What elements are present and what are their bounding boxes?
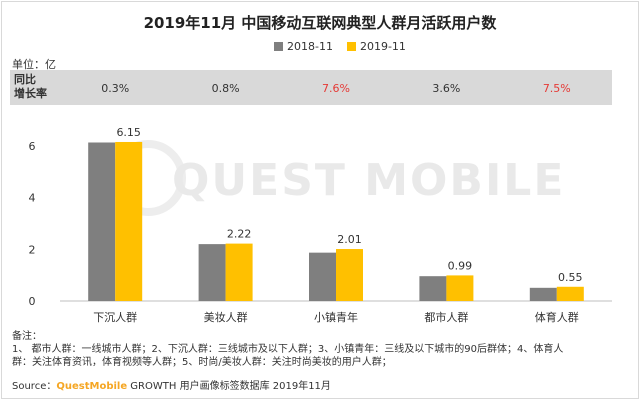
growth-rate-value: 7.6% [322, 82, 350, 95]
category-label: 体育人群 [535, 310, 579, 324]
bar-2018 [419, 276, 447, 301]
legend-swatch-2018 [274, 42, 283, 51]
data-label: 0.99 [448, 259, 473, 272]
legend-label-2018: 2018-11 [287, 40, 333, 53]
bar-2018 [309, 252, 336, 301]
source-prefix: Source： [12, 381, 57, 392]
bar-2019 [225, 243, 253, 301]
data-label: 6.15 [116, 126, 141, 139]
bar-2018 [529, 287, 557, 301]
source-rest: GROWTH 用户画像标签数据库 2019年11月 [127, 381, 331, 392]
data-label: 0.55 [558, 271, 583, 284]
y-tick-label: 4 [29, 192, 36, 205]
bar-2019 [446, 275, 474, 301]
watermark: QUEST MOBILE [172, 155, 566, 206]
bar-2018 [198, 244, 226, 301]
bar-2019 [115, 141, 143, 301]
source-line: Source：QuestMobile GROWTH 用户画像标签数据库 2019… [12, 377, 331, 392]
growth-rate-label: 同比 增长率 [14, 73, 50, 101]
bar-2018 [88, 142, 116, 301]
legend-item-2019: 2019-11 [346, 40, 406, 53]
y-tick-label: 0 [29, 295, 36, 308]
growth-rate-label-line: 同比 [14, 73, 36, 86]
growth-rate-label-line: 增长率 [14, 87, 47, 100]
legend: 2018-11 2019-11 [274, 40, 406, 53]
legend-label-2019: 2019-11 [359, 40, 406, 53]
notes-line-1: 1、 都市人群：一线城市人群；2、下沉人群：三线城市及以下人群；3、小镇青年：三… [12, 344, 564, 355]
growth-rate-value: 0.3% [101, 82, 130, 95]
category-label: 都市人群 [424, 310, 468, 324]
bar-2019 [336, 249, 363, 301]
data-label: 2.22 [227, 228, 252, 241]
chart-title: 2019年11月 中国移动互联网典型人群月活跃用户数 [143, 14, 497, 32]
growth-rate-value: 0.8% [211, 82, 240, 95]
category-label: 小镇青年 [314, 310, 358, 324]
y-tick-label: 2 [29, 243, 36, 256]
legend-item-2018: 2018-11 [274, 40, 333, 53]
unit-label: 单位：亿 [12, 58, 56, 71]
notes-line-2: 群：关注体育资讯，体育视频等人群；5、时尚/美妆人群：关注时尚美妆的用户人群； [12, 357, 392, 368]
notes-heading: 备注： [12, 331, 42, 342]
growth-rate-value: 7.5% [542, 82, 571, 95]
growth-rate-value: 3.6% [432, 82, 461, 95]
growth-rate-label-text: 同比 增长率 [14, 73, 50, 101]
category-label: 美妆人群 [204, 310, 248, 324]
notes: 备注： 1、 都市人群：一线城市人群；2、下沉人群：三线城市及以下人群；3、小镇… [12, 330, 622, 369]
source-brand: QuestMobile [56, 381, 128, 392]
bar-2019 [556, 286, 584, 301]
category-label: 下沉人群 [93, 310, 137, 324]
data-label: 2.01 [337, 233, 362, 246]
legend-swatch-2019 [346, 42, 356, 51]
y-tick-label: 6 [29, 140, 36, 153]
growth-rate-band [10, 70, 612, 105]
